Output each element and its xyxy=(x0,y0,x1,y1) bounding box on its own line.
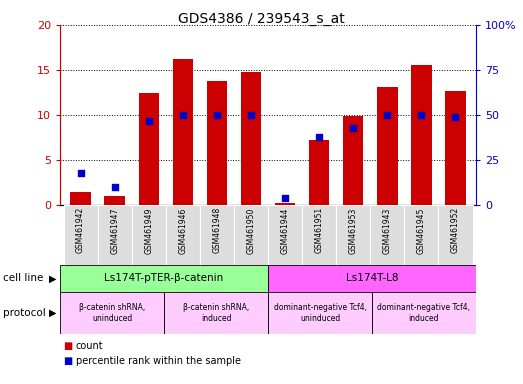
Bar xyxy=(370,205,404,265)
Text: protocol: protocol xyxy=(3,308,46,318)
Point xyxy=(110,184,119,190)
Point xyxy=(417,112,426,118)
Point xyxy=(144,118,153,124)
Bar xyxy=(309,141,329,205)
Text: GSM461951: GSM461951 xyxy=(315,207,324,253)
Point xyxy=(383,112,392,118)
Bar xyxy=(60,265,268,292)
Text: Ls174T-L8: Ls174T-L8 xyxy=(346,273,398,283)
Text: GSM461945: GSM461945 xyxy=(417,207,426,253)
Bar xyxy=(336,205,370,265)
Bar xyxy=(60,292,164,334)
Bar xyxy=(105,197,125,205)
Bar xyxy=(302,205,336,265)
Bar xyxy=(173,59,193,205)
Text: GSM461947: GSM461947 xyxy=(110,207,119,253)
Bar xyxy=(438,205,472,265)
Text: GSM461952: GSM461952 xyxy=(451,207,460,253)
Text: count: count xyxy=(76,341,104,351)
Bar xyxy=(377,87,397,205)
Text: GSM461953: GSM461953 xyxy=(349,207,358,253)
Bar xyxy=(71,192,91,205)
Bar xyxy=(241,72,261,205)
Text: GSM461943: GSM461943 xyxy=(383,207,392,253)
Bar xyxy=(64,205,98,265)
Text: β-catenin shRNA,
uninduced: β-catenin shRNA, uninduced xyxy=(79,303,145,323)
Bar xyxy=(275,203,295,205)
Text: percentile rank within the sample: percentile rank within the sample xyxy=(76,356,241,366)
Point xyxy=(76,170,85,176)
Text: ■: ■ xyxy=(63,356,72,366)
Bar xyxy=(372,292,476,334)
Bar xyxy=(343,116,363,205)
Text: GSM461948: GSM461948 xyxy=(212,207,221,253)
Text: GSM461942: GSM461942 xyxy=(76,207,85,253)
Text: GSM461944: GSM461944 xyxy=(280,207,290,253)
Point xyxy=(281,195,289,201)
Bar xyxy=(404,205,438,265)
Bar xyxy=(139,93,159,205)
Point xyxy=(179,112,187,118)
Bar xyxy=(445,91,465,205)
Text: GSM461949: GSM461949 xyxy=(144,207,153,253)
Bar xyxy=(200,205,234,265)
Text: dominant-negative Tcf4,
induced: dominant-negative Tcf4, induced xyxy=(378,303,471,323)
Point xyxy=(247,112,255,118)
Bar xyxy=(268,292,372,334)
Bar xyxy=(411,65,431,205)
Bar xyxy=(268,265,476,292)
Text: β-catenin shRNA,
induced: β-catenin shRNA, induced xyxy=(183,303,249,323)
Bar xyxy=(132,205,166,265)
Point xyxy=(213,112,221,118)
Bar xyxy=(207,81,227,205)
Point xyxy=(315,134,323,140)
Bar xyxy=(164,292,268,334)
Text: ■: ■ xyxy=(63,341,72,351)
Text: GDS4386 / 239543_s_at: GDS4386 / 239543_s_at xyxy=(178,12,345,25)
Text: cell line: cell line xyxy=(3,273,43,283)
Bar xyxy=(234,205,268,265)
Bar xyxy=(98,205,132,265)
Point xyxy=(349,125,357,131)
Point xyxy=(451,114,460,120)
Text: dominant-negative Tcf4,
uninduced: dominant-negative Tcf4, uninduced xyxy=(274,303,367,323)
Text: GSM461950: GSM461950 xyxy=(246,207,256,253)
Text: ▶: ▶ xyxy=(49,273,56,283)
Bar xyxy=(268,205,302,265)
Text: ▶: ▶ xyxy=(49,308,56,318)
Bar xyxy=(166,205,200,265)
Text: Ls174T-pTER-β-catenin: Ls174T-pTER-β-catenin xyxy=(105,273,224,283)
Text: GSM461946: GSM461946 xyxy=(178,207,187,253)
